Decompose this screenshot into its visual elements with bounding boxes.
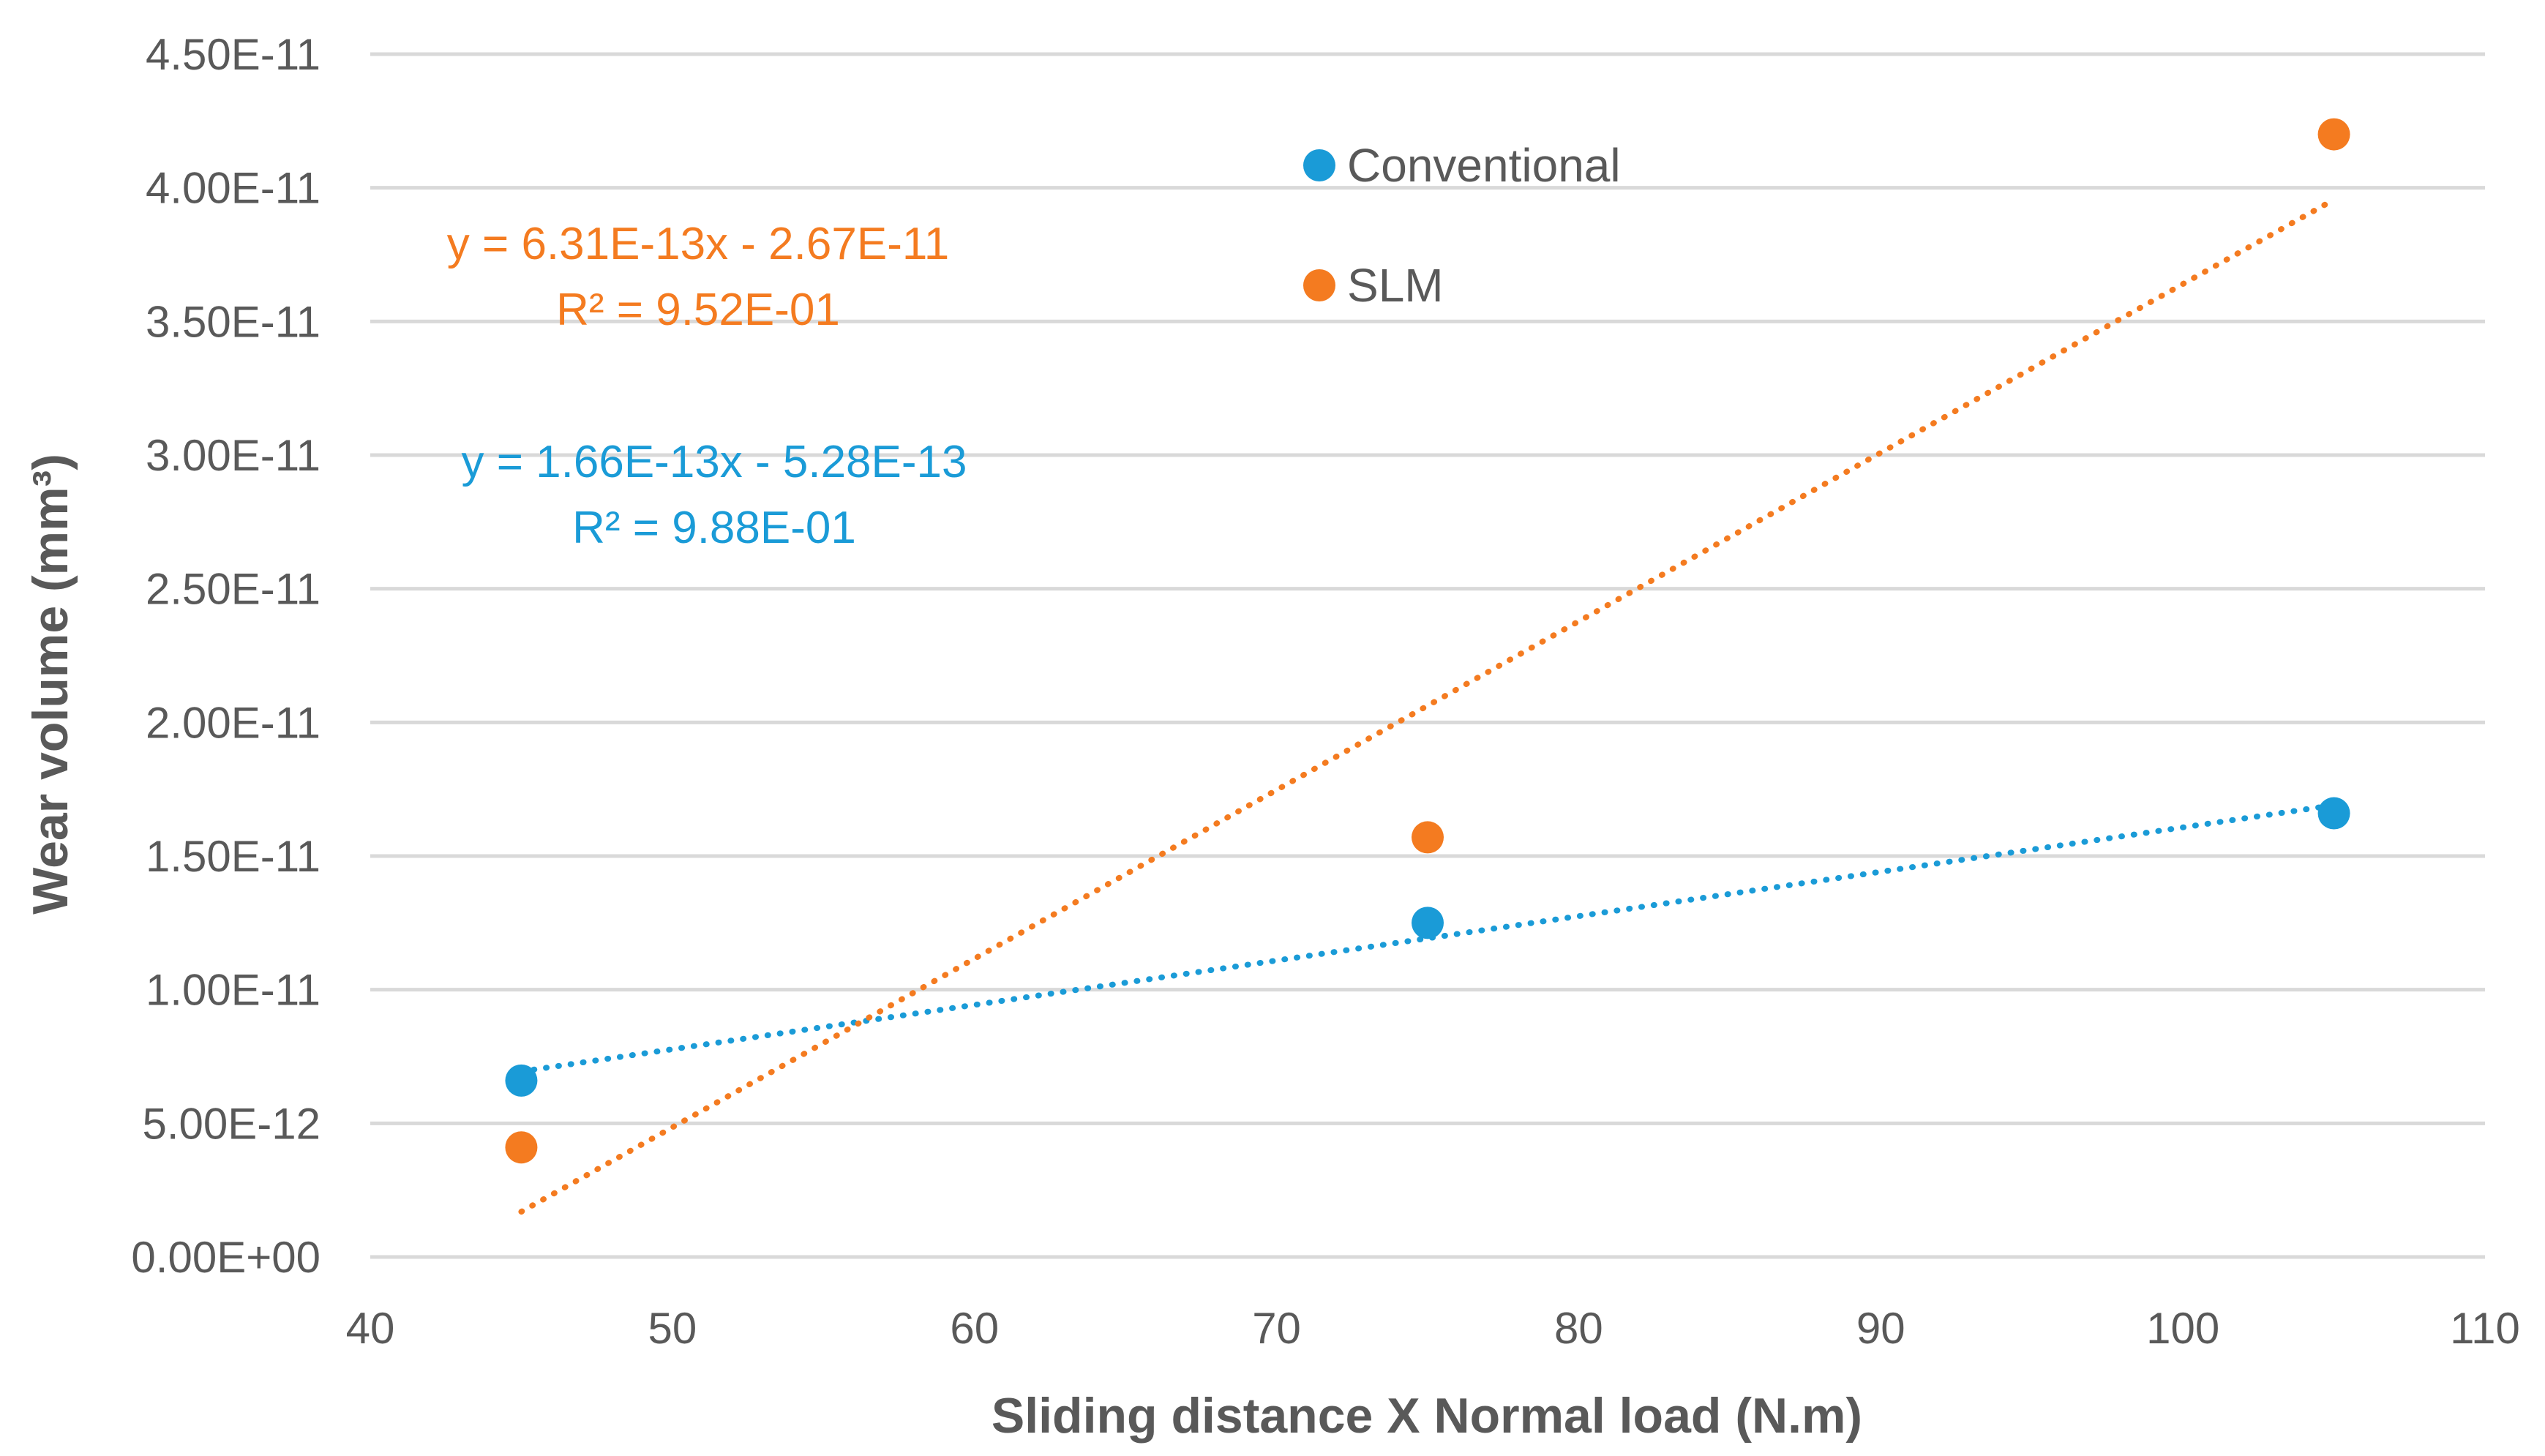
data-point-slm bbox=[2317, 118, 2350, 151]
x-tick-label: 90 bbox=[1856, 1304, 1905, 1353]
x-tick-label: 40 bbox=[346, 1304, 395, 1353]
x-tick-label: 50 bbox=[648, 1304, 697, 1353]
legend: Conventional SLM bbox=[1303, 139, 1621, 312]
x-tick-label: 110 bbox=[2450, 1304, 2520, 1353]
trendline-slm bbox=[518, 196, 2337, 1215]
data-point-slm bbox=[505, 1131, 538, 1164]
x-tick-label: 100 bbox=[2146, 1304, 2219, 1353]
x-axis-title: Sliding distance X Normal load (N.m) bbox=[992, 1388, 1862, 1444]
y-tick-label: 0.00E+00 bbox=[131, 1233, 321, 1282]
y-axis-ticks: 0.00E+00 5.00E-12 1.00E-11 1.50E-11 2.00E-11… bbox=[131, 30, 321, 1282]
data-point-conventional bbox=[505, 1064, 538, 1097]
trendline-label-conventional: y = 1.66E-13x - 5.28E-13 R² = 9.88E-01 bbox=[461, 437, 967, 553]
y-tick-label: 1.50E-11 bbox=[146, 832, 321, 881]
equation-conventional: y = 1.66E-13x - 5.28E-13 bbox=[461, 437, 967, 487]
trendlines bbox=[518, 196, 2337, 1215]
data-point-slm bbox=[1412, 821, 1444, 854]
x-axis-ticks: 40 50 60 70 80 90 100 110 bbox=[346, 1304, 2520, 1353]
data-point-conventional bbox=[2317, 797, 2350, 830]
y-tick-label: 1.00E-11 bbox=[146, 966, 321, 1015]
trendline-label-slm: y = 6.31E-13x - 2.67E-11 R² = 9.52E-01 bbox=[447, 219, 949, 335]
y-tick-label: 2.50E-11 bbox=[146, 565, 321, 614]
y-tick-label: 3.00E-11 bbox=[146, 431, 321, 480]
y-axis-title: Wear volume (mm³) bbox=[23, 454, 78, 915]
gridlines bbox=[370, 52, 2485, 1259]
r2-slm: R² = 9.52E-01 bbox=[556, 285, 840, 335]
legend-label-conventional: Conventional bbox=[1347, 139, 1621, 192]
y-tick-label: 4.50E-11 bbox=[146, 30, 321, 79]
legend-marker-conventional bbox=[1303, 149, 1335, 181]
legend-marker-slm bbox=[1303, 269, 1335, 301]
y-tick-label: 5.00E-12 bbox=[142, 1099, 321, 1148]
legend-label-slm: SLM bbox=[1347, 259, 1444, 312]
x-tick-label: 70 bbox=[1252, 1304, 1301, 1353]
x-tick-label: 60 bbox=[950, 1304, 999, 1353]
r2-conventional: R² = 9.88E-01 bbox=[572, 503, 856, 553]
y-tick-label: 3.50E-11 bbox=[146, 297, 321, 346]
data-point-conventional bbox=[1412, 907, 1444, 939]
y-tick-label: 2.00E-11 bbox=[146, 698, 321, 747]
x-tick-label: 80 bbox=[1554, 1304, 1603, 1353]
data-points bbox=[505, 118, 2350, 1164]
equation-slm: y = 6.31E-13x - 2.67E-11 bbox=[447, 219, 949, 269]
y-tick-label: 4.00E-11 bbox=[146, 164, 321, 213]
